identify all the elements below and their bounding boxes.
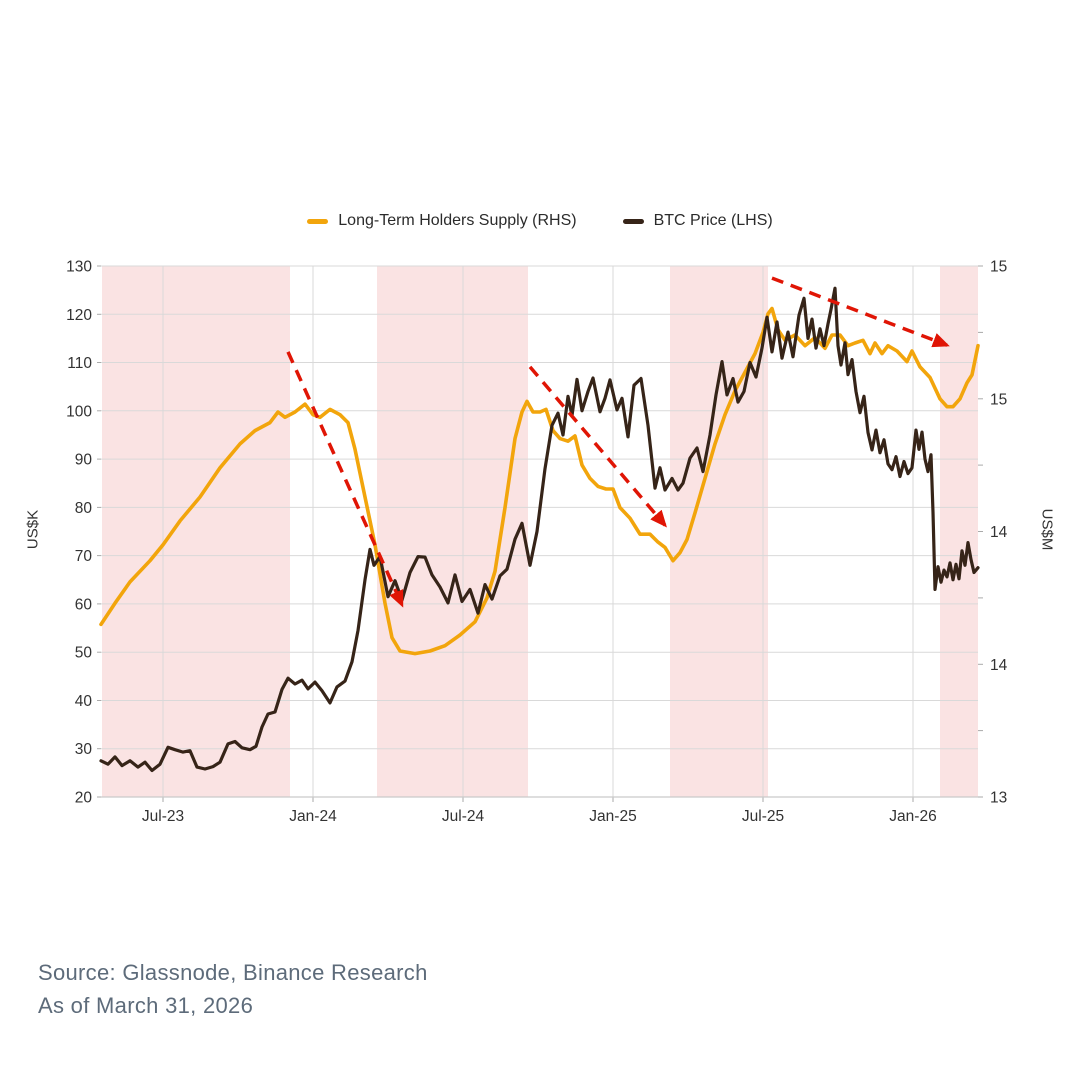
y-left-tick-label: 70 — [75, 548, 93, 565]
shaded-region — [377, 266, 528, 797]
x-axis-tick-label: Jan-24 — [289, 808, 337, 825]
x-axis-tick-label: Jul-23 — [142, 808, 184, 825]
x-axis-tick-label: Jan-26 — [889, 808, 936, 825]
x-axis-tick-label: Jan-25 — [589, 808, 636, 825]
decline-trend-arrow — [286, 351, 404, 608]
y-right-tick-label: 15 — [990, 259, 1007, 276]
y-left-tick-label: 110 — [67, 355, 92, 372]
legend-item-btc-price: BTC Price (LHS) — [622, 212, 773, 230]
shaded-region — [670, 266, 768, 797]
left-axis-title: US$K — [24, 509, 42, 550]
y-right-tick-label: 14 — [990, 524, 1008, 541]
legend-item-lth-supply: Long-Term Holders Supply (RHS) — [307, 212, 577, 230]
x-axis-tick-label: Jul-25 — [742, 808, 784, 825]
y-left-tick-label: 120 — [66, 307, 92, 324]
source-note: Source: Glassnode, Binance Research As o… — [38, 956, 428, 1022]
y-left-tick-label: 90 — [75, 452, 93, 469]
source-line-1: Source: Glassnode, Binance Research — [38, 960, 428, 985]
right-axis-title: US$M — [1038, 508, 1056, 551]
x-axis-tick-label: Jul-24 — [442, 808, 485, 825]
shaded-region — [940, 266, 978, 797]
lth-supply-legend-swatch — [307, 218, 329, 224]
btc-price-line — [99, 286, 980, 773]
y-left-tick-label: 50 — [75, 645, 93, 662]
y-right-tick-label: 14 — [990, 657, 1008, 674]
y-left-tick-label: 60 — [75, 596, 93, 613]
y-left-tick-label: 40 — [75, 693, 93, 710]
y-left-tick-label: 80 — [75, 500, 93, 517]
legend: Long-Term Holders Supply (RHS) BTC Price… — [0, 212, 1080, 230]
y-right-tick-label: 15 — [990, 391, 1007, 408]
y-left-tick-label: 30 — [75, 741, 93, 758]
y-left-tick-label: 20 — [75, 790, 93, 807]
y-left-tick-label: 100 — [66, 403, 92, 420]
y-left-tick-label: 130 — [66, 259, 92, 276]
shaded-region — [102, 266, 290, 797]
lth-supply-legend-label: Long-Term Holders Supply (RHS) — [338, 212, 577, 229]
decline-trend-arrow — [771, 276, 950, 348]
y-right-tick-label: 13 — [990, 790, 1007, 807]
decline-trend-arrow — [528, 365, 667, 528]
btc-price-legend-label: BTC Price (LHS) — [653, 212, 773, 229]
source-line-2: As of March 31, 2026 — [38, 993, 254, 1018]
btc-price-legend-swatch — [622, 218, 644, 224]
